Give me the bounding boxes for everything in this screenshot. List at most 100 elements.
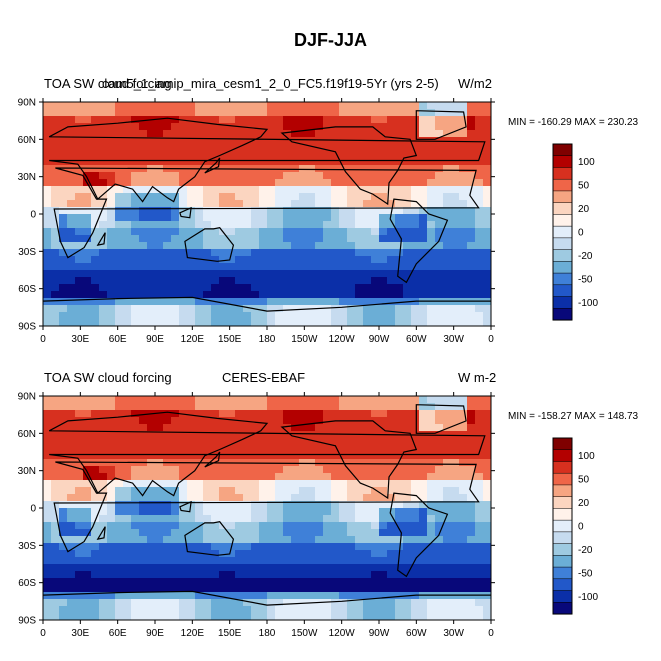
x-tick-label: 90W [369,334,390,345]
coastline [48,411,486,497]
colorbar-swatch [552,555,573,568]
colorbar-frame [552,437,573,615]
x-tick-label: 150E [218,628,242,639]
y-tick-label: 60N [18,429,36,440]
colorbar-swatch [552,578,573,592]
colorbar-swatch [552,472,573,486]
colorbar-label: 100 [578,451,595,462]
y-tick-label: 90S [18,322,36,333]
y-tick-label: 90N [18,392,36,403]
coastline [53,461,480,553]
colorbar-swatch [552,531,573,545]
x-tick-label: 180 [259,628,276,639]
coastline [415,404,467,434]
y-tick-label: 0 [30,210,36,221]
colorbar-label: -20 [578,545,593,556]
colorbar-swatch [552,190,573,204]
x-tick-label: 120E [181,334,205,345]
colorbar-label: 100 [578,157,595,168]
left-label: TOA SW cloud forcing [44,76,172,91]
colorbar-swatch [552,602,573,615]
x-tick-label: 0 [488,628,494,639]
x-tick-label: 60E [109,334,127,345]
x-tick-label: 150E [218,334,242,345]
colorbar-swatch [552,249,573,262]
colorbar-swatch [552,508,573,521]
colorbar-swatch [552,519,573,533]
x-tick-label: 150W [291,334,318,345]
coastline [184,227,235,262]
units-label: W/m2 [458,76,492,91]
colorbar-swatch [552,284,573,298]
x-tick-label: 120W [329,334,356,345]
x-tick-label: 180 [259,334,276,345]
coastline [184,521,235,556]
colorbar-swatch [552,155,573,169]
y-tick-label: 90N [18,98,36,109]
x-tick-label: 60E [109,628,127,639]
map-svg: 0 30E 60E 90E 120E 150E 180 150W 120W 90W 60W 30W 09… [18,98,599,346]
y-tick-label: 0 [30,504,36,515]
coastline [48,117,486,203]
colorbar-swatch [552,178,573,192]
colorbar-swatch [552,449,573,463]
colorbar-label: -50 [578,568,593,579]
obs-panel: TOA SW cloud forcing CERES-EBAF W m-2 MI… [0,366,661,656]
coastline [389,198,449,284]
colorbar-label: 0 [578,522,584,533]
colorbar-swatch [552,202,573,215]
center-label: cam5_1_amip_mira_cesm1_2_0_FC5.f19f19-5Y… [102,76,439,91]
y-tick-label: 60S [18,284,36,295]
y-tick-label: 30S [18,247,36,258]
colorbar-label: -100 [578,298,598,309]
x-tick-label: 120E [181,628,205,639]
coastline [415,110,467,140]
x-tick-label: 60W [406,334,427,345]
colorbar-swatch [552,543,573,556]
coastline [42,296,491,312]
figure-title: DJF-JJA [293,30,368,50]
left-label: TOA SW cloud forcing [44,370,172,385]
x-tick-label: 0 [40,628,46,639]
colorbar-swatch [552,214,573,227]
colorbar-swatch [552,143,573,157]
colorbar-swatch [552,237,573,251]
y-tick-label: 30S [18,541,36,552]
coastline [389,492,449,578]
colorbar-label: 20 [578,204,590,215]
min-max-label: MIN = -158.27 MAX = 148.73 [508,411,639,422]
min-max-label: MIN = -160.29 MAX = 230.23 [508,117,639,128]
colorbar-swatch [552,272,573,286]
coastline [204,451,221,468]
coastline [280,420,418,500]
coastlines [42,404,491,606]
colorbar-frame [552,143,573,321]
colorbar-swatch [552,167,573,180]
colorbar-swatch [552,461,573,474]
colorbar-label: 20 [578,498,590,509]
colorbar-swatch [552,296,573,309]
y-tick-label: 30N [18,172,36,183]
x-tick-label: 0 [40,334,46,345]
model-panel: TOA SW cloud forcing cam5_1_amip_mira_ce… [0,72,661,362]
coastline [53,167,480,259]
x-tick-label: 30W [443,628,464,639]
map-svg: 0 30E 60E 90E 120E 150E 180 150W 120W 90W 60W 30W 09… [18,392,599,640]
colorbar-swatch [552,261,573,274]
x-tick-label: 0 [488,334,494,345]
colorbar-label: -100 [578,592,598,603]
x-tick-label: 60W [406,628,427,639]
field-cells [43,396,492,621]
x-tick-label: 120W [329,628,356,639]
coastline [96,526,106,540]
colorbar-swatch [552,590,573,603]
x-tick-label: 90E [146,628,164,639]
colorbar-swatch [552,496,573,509]
colorbar-label: -20 [578,251,593,262]
x-tick-label: 90E [146,334,164,345]
y-tick-label: 30N [18,466,36,477]
colorbar-swatch [552,225,573,239]
y-tick-label: 60N [18,135,36,146]
colorbar-swatch [552,437,573,451]
coastline [96,232,106,246]
